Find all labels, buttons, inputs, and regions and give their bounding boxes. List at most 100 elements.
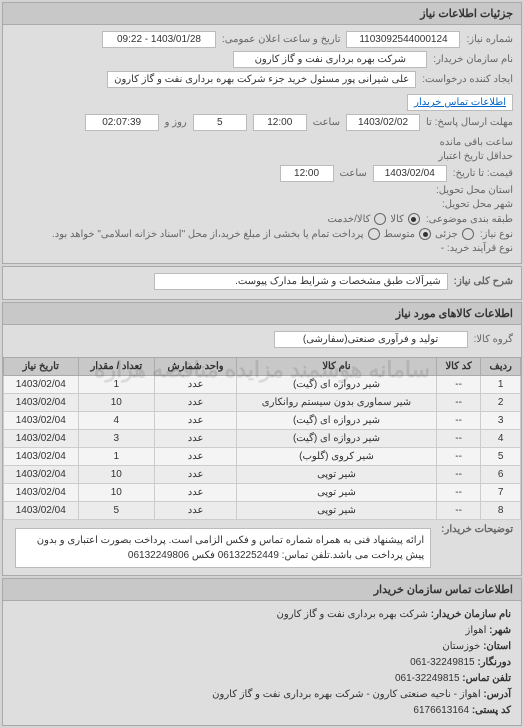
contact-org-label: نام سازمان خریدار: bbox=[431, 609, 511, 620]
table-cell: -- bbox=[436, 502, 481, 520]
table-header: نام کالا bbox=[237, 358, 437, 376]
validity-date-value: 1403/02/04 bbox=[373, 165, 447, 182]
table-cell: 7 bbox=[481, 484, 521, 502]
table-cell: -- bbox=[436, 448, 481, 466]
contact-province-label: استان: bbox=[483, 641, 511, 652]
table-cell: 5 bbox=[481, 448, 521, 466]
table-cell: 4 bbox=[481, 430, 521, 448]
budget-label: طبقه بندی موضوعی: bbox=[426, 214, 513, 225]
section-title-contact: اطلاعات تماس سازمان خریدار bbox=[3, 579, 521, 601]
table-cell: شیر کروی (گلوب) bbox=[237, 448, 437, 466]
notes-text: ارائه پیشنهاد فنی به همراه شماره تماس و … bbox=[15, 528, 431, 568]
radio-kala-service-label: کالا/خدمت bbox=[327, 214, 370, 225]
validity-time-value: 12:00 bbox=[280, 165, 334, 182]
table-cell: عدد bbox=[155, 394, 237, 412]
time-label-1: ساعت bbox=[313, 117, 340, 128]
table-row: 8--شیر توپیعدد51403/02/04 bbox=[4, 502, 521, 520]
contact-post-label: کد پستی: bbox=[472, 705, 511, 716]
send-deadline-label: مهلت ارسال پاسخ: تا bbox=[426, 117, 513, 128]
requester-label: ایجاد کننده درخواست: bbox=[422, 74, 513, 85]
table-cell: 1 bbox=[78, 376, 155, 394]
section-title-need: جزئیات اطلاعات نیاز bbox=[3, 3, 521, 25]
table-cell: 1403/02/04 bbox=[4, 502, 79, 520]
radio-kala[interactable] bbox=[408, 213, 420, 225]
table-cell: -- bbox=[436, 430, 481, 448]
remain-time-label: ساعت باقی مانده bbox=[440, 137, 513, 148]
validity-label-1: حداقل تاریخ اعتبار bbox=[438, 151, 513, 162]
table-row: 2--شیر سماوری بدون سیستم روانکاریعدد1014… bbox=[4, 394, 521, 412]
table-cell: -- bbox=[436, 466, 481, 484]
buyer-contact-link[interactable]: اطلاعات تماس خریدار bbox=[407, 94, 513, 111]
table-cell: 3 bbox=[78, 430, 155, 448]
table-cell: 10 bbox=[78, 394, 155, 412]
need-type-radio-group: جزئی متوسط پرداخت تمام یا بخشی از مبلغ خ… bbox=[52, 228, 474, 240]
desc-value: شیرآلات طبق مشخصات و شرایط مدارک پیوست. bbox=[154, 273, 448, 290]
table-cell: شیر دروازه ای (گیت) bbox=[237, 376, 437, 394]
radio-kala-service[interactable] bbox=[374, 213, 386, 225]
table-cell: شیر دروازه ای (گیت) bbox=[237, 430, 437, 448]
contract-type-label: نوع قرآیند خرید: - bbox=[441, 243, 513, 254]
need-type-label: نوع نیاز: bbox=[480, 229, 513, 240]
table-cell: 2 bbox=[481, 394, 521, 412]
table-row: 3--شیر دروازه ای (گیت)عدد41403/02/04 bbox=[4, 412, 521, 430]
table-cell: 10 bbox=[78, 484, 155, 502]
radio-medium[interactable] bbox=[419, 228, 431, 240]
radio-treasury[interactable] bbox=[368, 228, 380, 240]
request-no-label: شماره نیاز: bbox=[466, 34, 513, 45]
province-label: استان محل تحویل: bbox=[436, 185, 513, 196]
goods-table: ردیفکد کالانام کالاواحد شمارشتعداد / مقد… bbox=[3, 357, 521, 520]
contact-addr-label: آدرس: bbox=[483, 689, 511, 700]
table-cell: 1403/02/04 bbox=[4, 448, 79, 466]
table-row: 6--شیر توپیعدد101403/02/04 bbox=[4, 466, 521, 484]
table-cell: -- bbox=[436, 484, 481, 502]
table-row: 5--شیر کروی (گلوب)عدد11403/02/04 bbox=[4, 448, 521, 466]
group-value: تولید و فرآوری صنعتی(سفارشی) bbox=[274, 331, 468, 348]
city-label: شهر محل تحویل: bbox=[442, 199, 513, 210]
table-cell: 3 bbox=[481, 412, 521, 430]
table-cell: شیر توپی bbox=[237, 466, 437, 484]
buyer-org-label: نام سازمان خریدار: bbox=[433, 54, 513, 65]
table-cell: 1 bbox=[78, 448, 155, 466]
table-cell: عدد bbox=[155, 466, 237, 484]
buyer-org-value: شرکت بهره برداری نفت و گاز کارون bbox=[233, 51, 427, 68]
validity-label-2: قیمت: تا تاریخ: bbox=[453, 168, 513, 179]
desc-label: شرح کلی نیاز: bbox=[454, 276, 513, 287]
time-label-2: ساعت bbox=[340, 168, 367, 179]
table-cell: 1403/02/04 bbox=[4, 394, 79, 412]
remain-time-value: 02:07:39 bbox=[85, 114, 159, 131]
radio-minor[interactable] bbox=[462, 228, 474, 240]
table-cell: 6 bbox=[481, 466, 521, 484]
notes-label: توضیحات خریدار: bbox=[441, 524, 513, 535]
table-header: تاریخ نیاز bbox=[4, 358, 79, 376]
contact-phone-value: 32249815-061 bbox=[410, 657, 475, 668]
table-cell: عدد bbox=[155, 502, 237, 520]
table-cell: -- bbox=[436, 394, 481, 412]
table-cell: 1403/02/04 bbox=[4, 412, 79, 430]
remain-days-label: روز و bbox=[165, 117, 187, 128]
requester-value: علی شیرانی پور مسئول خرید جزء شرکت بهره … bbox=[107, 71, 416, 88]
table-cell: شیر توپی bbox=[237, 484, 437, 502]
contact-addr-value: اهواز - ناحیه صنعتی کارون - شرکت بهره بر… bbox=[212, 689, 480, 700]
contact-province-value: خوزستان bbox=[442, 641, 480, 652]
announce-value: 1403/01/28 - 09:22 bbox=[102, 31, 216, 48]
table-cell: 8 bbox=[481, 502, 521, 520]
request-no-value: 1103092544000124 bbox=[346, 31, 460, 48]
table-row: 1--شیر دروازه ای (گیت)عدد11403/02/04 bbox=[4, 376, 521, 394]
table-header: تعداد / مقدار bbox=[78, 358, 155, 376]
table-cell: 1 bbox=[481, 376, 521, 394]
table-cell: 5 bbox=[78, 502, 155, 520]
table-cell: 4 bbox=[78, 412, 155, 430]
remain-days-value: 5 bbox=[193, 114, 247, 131]
table-cell: عدد bbox=[155, 430, 237, 448]
table-header: واحد شمارش bbox=[155, 358, 237, 376]
announce-label: تاریخ و ساعت اعلان عمومی: bbox=[222, 34, 341, 45]
table-cell: عدد bbox=[155, 376, 237, 394]
table-cell: شیر سماوری بدون سیستم روانکاری bbox=[237, 394, 437, 412]
table-header: کد کالا bbox=[436, 358, 481, 376]
send-time-value: 12:00 bbox=[253, 114, 307, 131]
table-cell: 1403/02/04 bbox=[4, 430, 79, 448]
table-cell: عدد bbox=[155, 448, 237, 466]
radio-kala-label: کالا bbox=[390, 214, 404, 225]
group-label: گروه کالا: bbox=[474, 334, 513, 345]
table-cell: 1403/02/04 bbox=[4, 484, 79, 502]
